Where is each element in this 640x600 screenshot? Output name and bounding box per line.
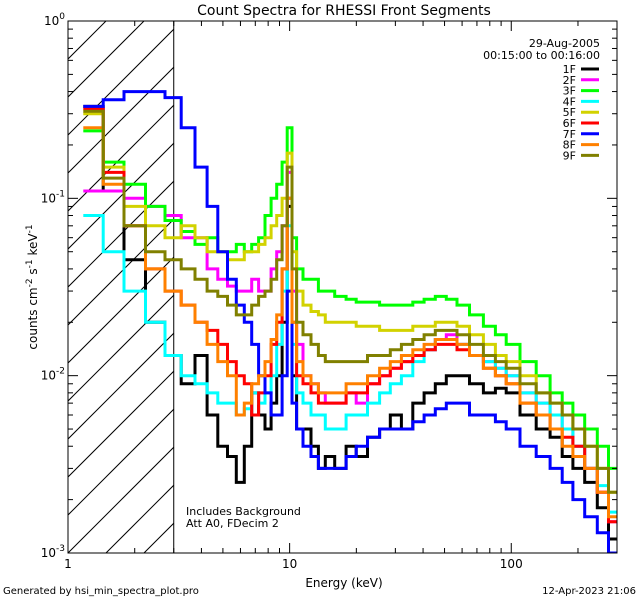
legend-label-2F: 2F xyxy=(563,74,576,87)
series-9F xyxy=(83,109,617,494)
y-tick-label: 100 xyxy=(44,12,65,28)
legend-label-3F: 3F xyxy=(563,85,576,98)
background-note: Includes Background xyxy=(186,505,301,518)
legend-label-6F: 6F xyxy=(563,117,576,130)
attenuator-note: Att A0, FDecim 2 xyxy=(186,517,279,530)
hatch-line xyxy=(68,180,174,288)
series-5F xyxy=(83,112,617,494)
y-axis-title: counts cm-2 s-1 keV-1 xyxy=(25,224,40,349)
hatch-line xyxy=(68,294,174,402)
x-tick-label: 100 xyxy=(500,557,523,571)
hatch-line xyxy=(68,66,174,174)
plot-frame xyxy=(67,20,618,554)
footer-timestamp: 12-Apr-2023 21:06 xyxy=(542,586,636,597)
legend-label-1F: 1F xyxy=(563,63,576,76)
date-annotation: 29-Aug-2005 xyxy=(529,37,600,50)
hatch-line xyxy=(68,408,174,516)
x-tick-label: 1 xyxy=(64,557,72,571)
below-threshold-hatch xyxy=(68,21,174,553)
time-range-annotation: 00:15:00 to 00:16:00 xyxy=(483,49,600,62)
y-tick-label: 10-3 xyxy=(41,544,65,560)
hatch-line xyxy=(105,484,174,553)
footer-generator: Generated by hsi_min_spectra_plot.pro xyxy=(3,586,199,597)
x-axis-title: Energy (keV) xyxy=(305,576,382,590)
hatch-line xyxy=(68,104,174,212)
chart-title: Count Spectra for RHESSI Front Segments xyxy=(197,3,491,19)
hatch-line xyxy=(68,256,174,364)
legend-label-8F: 8F xyxy=(563,139,576,152)
series-3F xyxy=(83,126,617,470)
hatch-line xyxy=(68,370,174,478)
hatch-line xyxy=(68,446,174,553)
y-tick-label: 10-2 xyxy=(41,367,65,383)
hatch-line xyxy=(68,218,174,326)
series-8F xyxy=(83,126,617,519)
legend-label-5F: 5F xyxy=(563,106,576,119)
y-tick-label: 10-1 xyxy=(41,189,65,205)
legend-label-9F: 9F xyxy=(563,149,576,162)
x-tick-label: 10 xyxy=(282,557,297,571)
series-7F xyxy=(83,90,617,553)
legend-label-7F: 7F xyxy=(563,128,576,141)
hatch-line xyxy=(68,21,107,60)
legend-label-4F: 4F xyxy=(563,95,576,108)
series-6F xyxy=(83,107,617,524)
